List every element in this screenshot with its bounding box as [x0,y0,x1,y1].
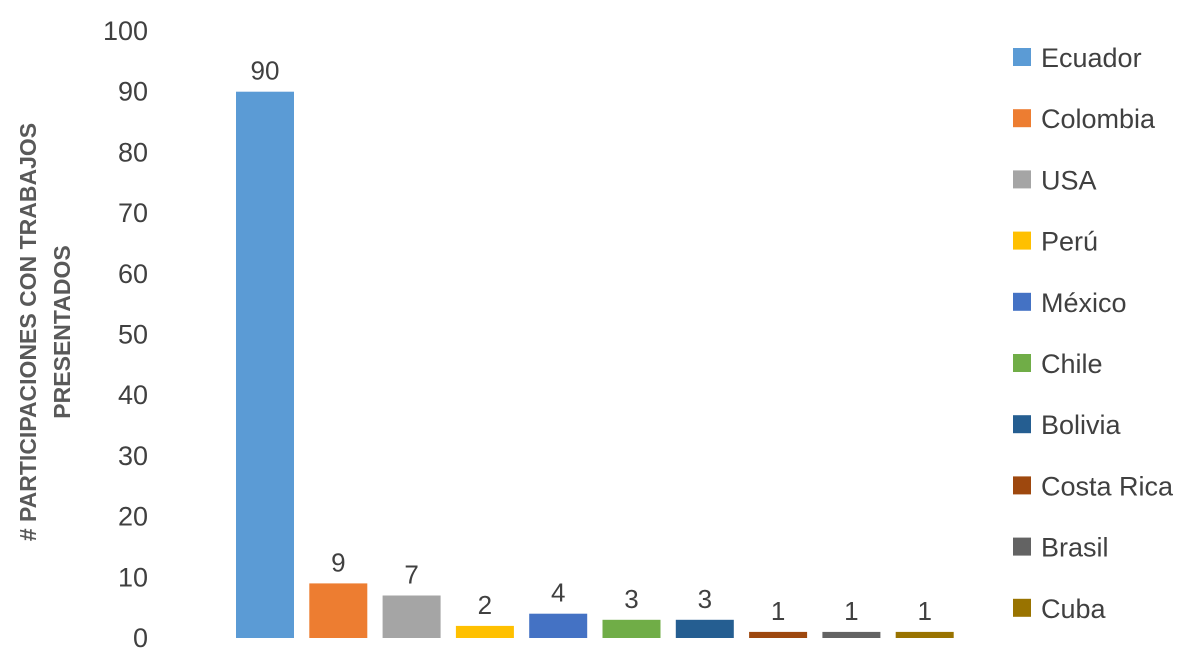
y-tick-label: 100 [103,16,148,46]
legend-item-ecuador: Ecuador [1013,43,1142,73]
legend-label: México [1041,288,1127,318]
legend-item-bolivia: Bolivia [1013,410,1122,440]
y-tick-label: 80 [118,137,148,167]
bar-brasil [822,631,881,638]
legend-swatch [1013,292,1031,311]
y-tick-label: 10 [118,562,148,592]
legend-item-mexico: México [1013,288,1127,318]
legend-item-brasil: Brasil [1013,533,1109,563]
y-tick-label: 0 [133,623,148,650]
data-label-chile: 3 [624,584,638,614]
legend-label: Brasil [1041,533,1109,563]
y-tick-label: 20 [118,502,148,532]
data-label-brasil: 1 [844,596,858,626]
y-tick-label: 90 [118,77,148,107]
legend-swatch [1013,231,1031,250]
legend-swatch [1013,48,1031,66]
legend-label: Costa Rica [1041,471,1174,501]
y-tick-label: 50 [118,320,148,350]
y-tick-label: 60 [118,259,148,289]
legend-swatch [1013,476,1031,495]
data-labels: 90 9 7 2 4 3 3 1 1 1 [251,56,932,626]
bar-peru [455,625,514,638]
y-tick-label: 40 [118,380,148,410]
legend-label: Colombia [1041,104,1156,134]
y-tick-label: 30 [118,441,148,471]
legend-label: Chile [1041,349,1103,379]
legend-label: Bolivia [1041,410,1122,440]
legend-item-usa: USA [1013,165,1097,195]
legend-swatch [1013,170,1031,189]
bars [236,91,954,638]
legend-item-chile: Chile [1013,349,1103,379]
legend-item-costa-rica: Costa Rica [1013,471,1174,501]
bar-chile [602,619,661,638]
legend-item-colombia: Colombia [1013,104,1156,134]
data-label-colombia: 9 [331,547,345,577]
legend-item-peru: Perú [1013,227,1098,257]
bar-colombia [309,583,368,638]
y-axis-title-line-1: # PARTICIPACIONES CON TRABAJOS [15,123,41,541]
bar-bolivia [675,619,734,638]
legend-label: Cuba [1041,594,1107,624]
bar-costa-rica [749,631,808,638]
data-label-usa: 7 [404,560,418,590]
y-axis-title-line-2: PRESENTADOS [49,245,75,418]
legend-label: USA [1041,165,1097,195]
data-label-costa-rica: 1 [771,596,785,626]
bar-cuba [895,631,954,638]
bar-mexico [529,613,588,638]
y-tick-label: 70 [118,198,148,228]
legend-swatch [1013,354,1031,372]
legend-swatch [1013,415,1031,434]
bar-ecuador [236,91,294,638]
legend-item-cuba: Cuba [1013,594,1107,624]
data-label-peru: 2 [478,590,492,620]
y-axis-title: # PARTICIPACIONES CON TRABAJOS PRESENTAD… [15,123,75,541]
data-label-bolivia: 3 [698,584,712,614]
y-axis: 0 10 20 30 40 50 60 70 80 90 100 [103,16,148,650]
data-label-cuba: 1 [917,596,931,626]
legend-swatch [1013,598,1031,617]
legend-label: Perú [1041,227,1098,257]
legend-label: Ecuador [1041,43,1142,73]
legend-swatch [1013,537,1031,556]
legend: Ecuador Colombia USA Perú México Chile Bolivia… [1013,43,1174,624]
data-label-mexico: 4 [551,578,565,608]
bar-usa [382,595,441,638]
data-label-ecuador: 90 [251,56,280,86]
legend-swatch [1013,109,1031,128]
